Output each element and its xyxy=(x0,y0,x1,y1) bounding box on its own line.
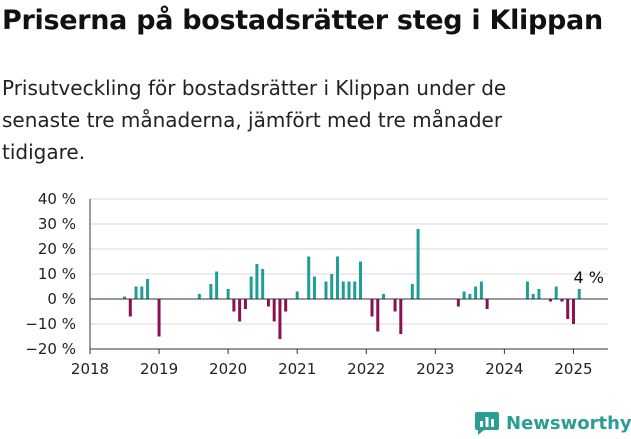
bar xyxy=(531,294,535,299)
annotation-label: 4 % xyxy=(573,268,603,287)
bar xyxy=(157,299,161,337)
y-tick-label: −10 % xyxy=(25,315,76,333)
y-tick-label: 40 % xyxy=(38,190,76,208)
bar-chart-icon xyxy=(475,412,499,435)
bar xyxy=(525,281,529,299)
bar xyxy=(474,286,478,299)
bar xyxy=(376,299,380,332)
bar xyxy=(249,276,253,299)
x-tick-label: 2024 xyxy=(485,360,523,378)
x-tick-label: 2020 xyxy=(209,360,247,378)
bar xyxy=(146,279,150,299)
bar xyxy=(278,299,282,339)
bar xyxy=(261,269,265,299)
bar xyxy=(134,286,138,299)
y-tick-label: 0 % xyxy=(47,290,76,308)
bar xyxy=(347,281,351,299)
bar xyxy=(243,299,247,309)
bar xyxy=(548,299,552,302)
bar xyxy=(479,281,483,299)
x-tick-label: 2018 xyxy=(71,360,109,378)
bar xyxy=(266,299,270,307)
bar xyxy=(330,274,334,299)
bar xyxy=(393,299,397,312)
bar xyxy=(312,276,316,299)
bar xyxy=(295,291,299,299)
logo-text: Newsworthy xyxy=(506,412,631,434)
bar xyxy=(335,256,339,299)
bar xyxy=(485,299,489,309)
bar xyxy=(123,296,127,299)
x-tick-label: 2019 xyxy=(140,360,178,378)
bar xyxy=(272,299,276,322)
bar xyxy=(232,299,236,312)
bar xyxy=(566,299,570,319)
y-tick-label: 10 % xyxy=(38,265,76,283)
bar xyxy=(577,289,581,299)
bar xyxy=(537,289,541,299)
bar xyxy=(399,299,403,334)
bar xyxy=(209,284,213,299)
bar xyxy=(307,256,311,299)
bar xyxy=(359,261,363,299)
bar xyxy=(324,281,328,299)
bar xyxy=(382,294,386,299)
chart-title: Priserna på bostadsrätter steg i Klippan xyxy=(2,5,603,36)
y-tick-label: −20 % xyxy=(25,340,76,358)
bar xyxy=(370,299,374,317)
bar xyxy=(341,281,345,299)
bar xyxy=(560,299,564,302)
chart-subtitle: Prisutveckling för bostadsrätter i Klipp… xyxy=(2,76,507,164)
x-tick-label: 2025 xyxy=(554,360,592,378)
bar xyxy=(140,286,144,299)
bar-chart: 40 % 30 % 20 % 10 % 0 % −10 % −20 % 2018 2019 202… xyxy=(25,190,608,378)
bar xyxy=(554,286,558,299)
bar xyxy=(255,264,259,299)
bar xyxy=(571,299,575,324)
x-tick-label: 2022 xyxy=(347,360,385,378)
x-tick-label: 2023 xyxy=(416,360,454,378)
bar xyxy=(128,299,132,317)
newsworthy-logo: Newsworthy xyxy=(474,408,631,438)
bar xyxy=(284,299,288,312)
bar xyxy=(353,281,357,299)
bar xyxy=(226,289,230,299)
bar xyxy=(468,294,472,299)
y-tick-label: 30 % xyxy=(38,215,76,233)
y-tick-label: 20 % xyxy=(38,240,76,258)
bar xyxy=(456,299,460,307)
bar xyxy=(416,229,420,299)
bar xyxy=(410,284,414,299)
bar xyxy=(197,294,201,299)
x-tick-label: 2021 xyxy=(278,360,316,378)
bar xyxy=(238,299,242,322)
bar xyxy=(462,291,466,299)
bar xyxy=(215,271,219,299)
